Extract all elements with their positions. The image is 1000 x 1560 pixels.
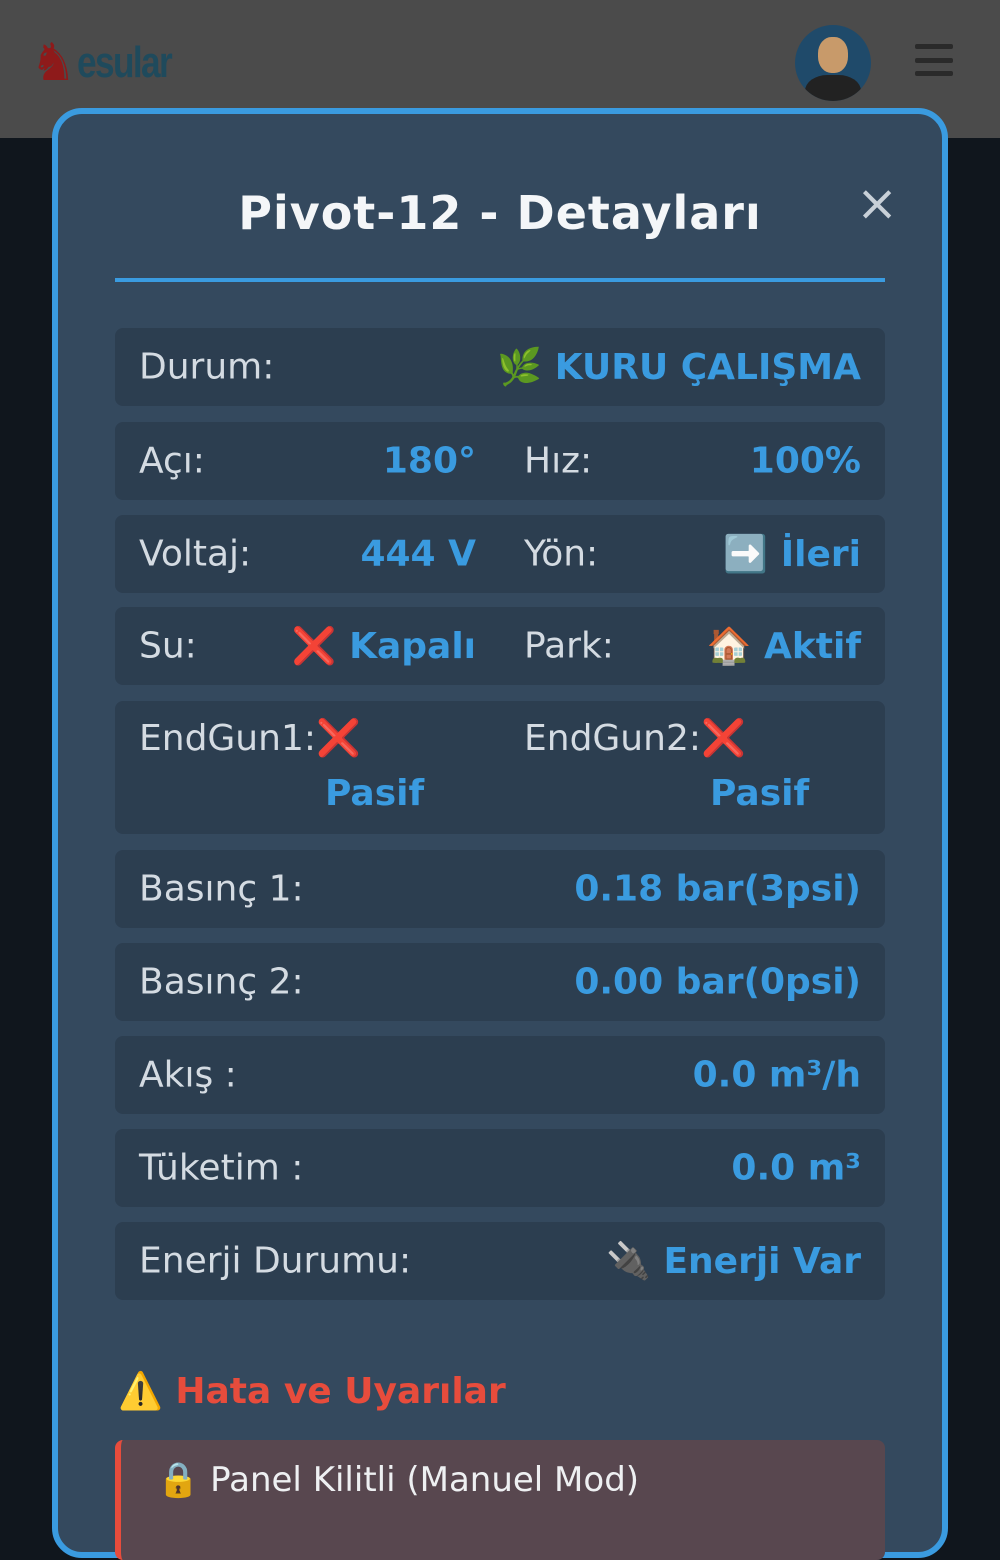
row-durum: Durum: 🌿 KURU ÇALIŞMA (115, 328, 885, 406)
aci-label: Açı: (139, 440, 205, 482)
divider (115, 278, 885, 282)
goat-icon: ♞ (30, 33, 77, 93)
warnings-heading: ⚠️ Hata ve Uyarılar (118, 1371, 506, 1412)
park-label: Park: (524, 625, 614, 667)
su-label: Su: (139, 625, 197, 667)
akis-label: Akış : (139, 1054, 237, 1096)
endgun2-value: Pasif (710, 773, 810, 814)
basinc2-value: 0.00 bar(0psi) (574, 961, 861, 1003)
yon-value: ➡️ İleri (723, 534, 861, 575)
endgun1-label: EndGun1:❌ (139, 718, 361, 759)
alert-text: Panel Kilitli (Manuel Mod) (210, 1460, 640, 1500)
enerji-value: 🔌 Enerji Var (606, 1241, 861, 1282)
house-icon: 🏠 (706, 626, 752, 667)
durum-value: 🌿 KURU ÇALIŞMA (497, 347, 861, 388)
park-value: 🏠 Aktif (706, 626, 861, 667)
hiz-value: 100% (749, 440, 861, 482)
basinc2-label: Basınç 2: (139, 961, 304, 1003)
modal-title: Pivot-12 - Detayları (238, 186, 762, 240)
basinc1-value: 0.18 bar(3psi) (574, 868, 861, 910)
tuketim-value: 0.0 m³ (731, 1147, 861, 1189)
warning-icon: ⚠️ (118, 1371, 163, 1412)
avatar[interactable] (795, 25, 871, 101)
endgun1-value: Pasif (325, 773, 425, 814)
cross-icon: ❌ (700, 718, 746, 759)
hiz-label: Hız: (524, 440, 593, 482)
basinc1-label: Basınç 1: (139, 868, 304, 910)
logo-text: esular (76, 38, 173, 87)
hamburger-icon[interactable] (915, 44, 953, 76)
yon-label: Yön: (524, 533, 599, 575)
row-enerji: Enerji Durumu: 🔌 Enerji Var (115, 1222, 885, 1300)
lock-icon: 🔒 (157, 1460, 200, 1500)
voltaj-label: Voltaj: (139, 533, 252, 575)
cross-icon: ❌ (291, 626, 337, 667)
row-basinc1: Basınç 1: 0.18 bar(3psi) (115, 850, 885, 928)
plug-icon: 🔌 (606, 1241, 651, 1282)
arrow-right-icon: ➡️ (723, 534, 769, 575)
row-tuketim: Tüketim : 0.0 m³ (115, 1129, 885, 1207)
cross-icon: ❌ (315, 718, 361, 759)
durum-label: Durum: (139, 346, 275, 388)
akis-value: 0.0 m³/h (692, 1054, 861, 1096)
row-endgun: EndGun1:❌ Pasif EndGun2:❌ Pasif (115, 701, 885, 834)
row-basinc2: Basınç 2: 0.00 bar(0psi) (115, 943, 885, 1021)
pivot-details-modal: Pivot-12 - Detayları × Durum: 🌿 KURU ÇAL… (52, 108, 948, 1560)
su-value: ❌ Kapalı (291, 626, 476, 667)
leaf-icon: 🌿 (497, 347, 543, 388)
alert-item: 🔒 Panel Kilitli (Manuel Mod) (115, 1440, 885, 1560)
row-voltaj-yon: Voltaj: 444 V Yön: ➡️ İleri (115, 515, 885, 593)
close-icon[interactable]: × (856, 174, 898, 232)
enerji-label: Enerji Durumu: (139, 1240, 412, 1282)
aci-value: 180° (382, 440, 476, 482)
row-aci-hiz: Açı: 180° Hız: 100% (115, 422, 885, 500)
row-akis: Akış : 0.0 m³/h (115, 1036, 885, 1114)
endgun2-label: EndGun2:❌ (524, 718, 746, 759)
row-su-park: Su: ❌ Kapalı Park: 🏠 Aktif (115, 607, 885, 685)
tuketim-label: Tüketim : (139, 1147, 304, 1189)
voltaj-value: 444 V (360, 533, 476, 575)
logo[interactable]: ♞ esular (30, 28, 194, 98)
